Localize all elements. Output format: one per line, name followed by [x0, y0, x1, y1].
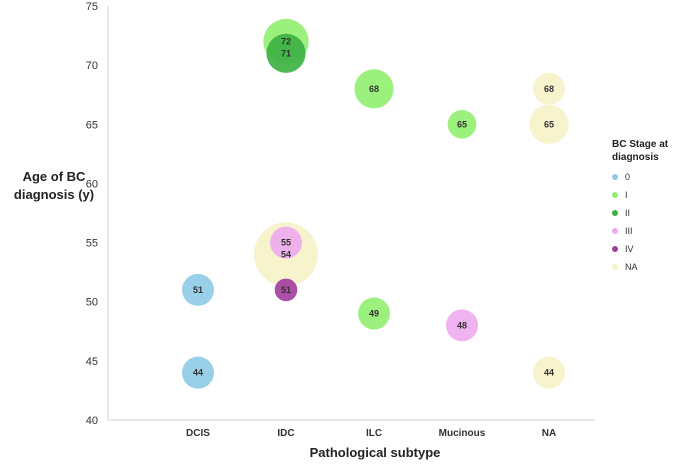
y-tick-label: 75 — [86, 1, 98, 13]
legend-swatch — [612, 192, 618, 198]
y-tick-label: 60 — [86, 178, 98, 190]
legend-swatch — [612, 264, 618, 270]
x-category-labels: DCIS IDC ILC Mucinous NA — [186, 428, 556, 439]
bubble-data-label: 44 — [193, 368, 203, 378]
bubble-data-label: 68 — [544, 84, 554, 94]
bubble-stage-iii[interactable] — [270, 226, 302, 259]
legend-item[interactable]: IV — [612, 240, 685, 258]
bubble-stage-na[interactable] — [533, 72, 565, 105]
x-category-label: NA — [542, 428, 556, 439]
bubble-stage-0[interactable] — [182, 273, 214, 306]
legend-swatch — [612, 210, 618, 216]
legend-item[interactable]: 0 — [612, 168, 685, 186]
bubble-data-label: 51 — [193, 285, 203, 295]
bubble-data-label: 72 — [281, 36, 291, 46]
y-tick-label: 50 — [86, 297, 98, 309]
bubble-data-label: 44 — [544, 368, 554, 378]
x-category-label: DCIS — [186, 428, 210, 439]
legend-label: II — [625, 208, 631, 218]
bubble-data-label: 48 — [457, 320, 467, 330]
legend-label: 0 — [625, 172, 631, 182]
x-category-label: IDC — [277, 428, 294, 439]
bubble-stage-i[interactable] — [354, 69, 394, 109]
bubble-data-label: 54 — [281, 249, 291, 259]
legend-item[interactable]: I — [612, 186, 685, 204]
legend-label: I — [625, 190, 628, 200]
bubble-data-labels: 51 44 72 68 49 65 71 55 48 51 54 68 65 44 — [193, 36, 554, 377]
legend-items: 0 I II III IV NA — [612, 168, 685, 276]
bubble-stage-0[interactable] — [182, 356, 214, 389]
legend-swatch — [612, 228, 618, 234]
legend-label: IV — [625, 244, 634, 254]
y-tick-label: 70 — [86, 60, 98, 72]
legend-title: BC Stage at diagnosis — [612, 139, 669, 163]
legend-swatch — [612, 174, 618, 180]
bubble-stage-iii[interactable] — [446, 309, 478, 342]
legend-swatch — [612, 246, 618, 252]
x-category-label: ILC — [366, 428, 382, 439]
legend-item[interactable]: II — [612, 204, 685, 222]
bubble-data-label: 71 — [281, 48, 291, 58]
x-axis-title: Pathological subtype — [309, 445, 441, 460]
legend-item[interactable]: NA — [612, 258, 685, 276]
y-tick-label: 45 — [86, 356, 98, 368]
legend-label: NA — [625, 262, 638, 272]
y-tick-label: 65 — [86, 119, 98, 131]
y-tick-label: 40 — [86, 415, 98, 427]
bubble-data-label: 49 — [369, 309, 379, 319]
legend-item[interactable]: III — [612, 222, 685, 240]
bubble-data-label: 51 — [281, 285, 291, 295]
bubble-data-label: 55 — [281, 238, 291, 248]
bubble-stage-ii[interactable] — [266, 33, 306, 73]
bubble-stage-iv[interactable] — [274, 278, 298, 302]
y-axis-title: Age of BC diagnosis (y) — [13, 169, 95, 202]
y-tick-labels: 40 45 50 55 60 65 70 75 — [86, 1, 98, 427]
bubble-stage-i[interactable] — [358, 297, 390, 330]
bubble-data-label: 65 — [457, 119, 467, 129]
bubble-stage-i[interactable] — [447, 109, 477, 139]
legend-label: III — [625, 226, 633, 236]
y-tick-label: 55 — [86, 238, 98, 250]
bubble-data-label: 68 — [369, 84, 379, 94]
bubble-stage-na[interactable] — [529, 104, 569, 144]
bubble-stage-na[interactable] — [533, 356, 565, 389]
chart-axes — [107, 6, 595, 421]
x-category-label: Mucinous — [439, 428, 486, 439]
legend: BC Stage at diagnosis 0 I II III IV NA — [612, 138, 685, 276]
bubbles — [182, 18, 569, 389]
bubble-data-label: 65 — [544, 119, 554, 129]
